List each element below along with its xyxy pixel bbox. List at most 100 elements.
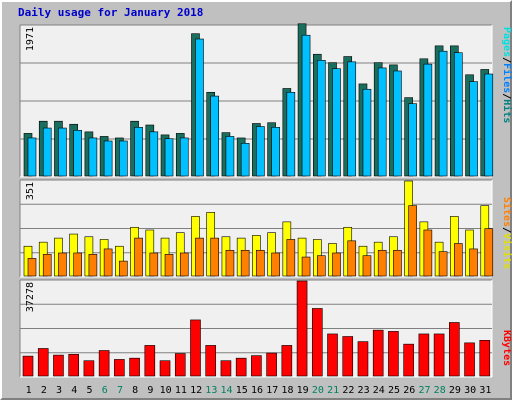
x-label-day-20: 20: [312, 385, 324, 396]
bar-sites-day-15: [240, 249, 250, 277]
x-label-day-5: 5: [87, 385, 93, 396]
x-label-day-27: 27: [418, 385, 430, 396]
x-label-day-30: 30: [464, 385, 476, 396]
legend-slash: /: [501, 57, 512, 63]
x-label-day-25: 25: [388, 385, 400, 396]
bar-kbytes-day-17: [266, 352, 277, 377]
bar-files-day-1: [27, 137, 37, 177]
x-label-day-24: 24: [373, 385, 385, 396]
x-label-day-19: 19: [297, 385, 309, 396]
bar-kbytes-day-4: [68, 354, 79, 377]
bar-kbytes-day-7: [114, 359, 125, 377]
x-label-day-29: 29: [449, 385, 461, 396]
x-label-day-6: 6: [102, 385, 108, 396]
bar-files-day-19: [301, 34, 311, 177]
bar-kbytes-day-24: [372, 329, 384, 377]
bar-files-day-14: [225, 136, 235, 177]
x-label-day-2: 2: [41, 385, 47, 396]
legend-pages-files-hits: Pages/Files/Hits: [501, 27, 512, 123]
x-label-day-10: 10: [160, 385, 172, 396]
x-label-day-18: 18: [281, 385, 293, 396]
legend-files: Files: [501, 63, 512, 93]
bar-files-day-30: [469, 81, 478, 177]
legend-kbytes: KBytes: [501, 330, 512, 366]
x-label-day-22: 22: [342, 385, 354, 396]
bar-kbytes-day-16: [251, 355, 262, 377]
bar-kbytes-day-3: [53, 354, 64, 377]
bar-sites-day-9: [149, 252, 159, 277]
x-label-day-12: 12: [190, 385, 202, 396]
bar-kbytes-day-23: [357, 341, 369, 377]
bar-sites-day-3: [58, 252, 67, 277]
bar-sites-day-5: [88, 254, 98, 277]
legend-pages: Pages: [501, 27, 512, 57]
x-label-day-1: 1: [26, 385, 32, 396]
x-label-day-21: 21: [327, 385, 339, 396]
bar-sites-day-14: [225, 249, 235, 277]
x-label-day-28: 28: [434, 385, 446, 396]
bar-files-day-3: [58, 127, 67, 177]
bar-files-day-17: [271, 126, 280, 177]
x-label-day-15: 15: [236, 385, 248, 396]
bar-sites-day-21: [332, 252, 341, 277]
bar-kbytes-day-22: [342, 336, 354, 377]
bar-kbytes-day-19: [296, 280, 308, 377]
x-label-day-11: 11: [175, 385, 187, 396]
bar-files-day-23: [362, 88, 372, 177]
bar-sites-day-30: [469, 248, 478, 277]
bar-kbytes-day-26: [403, 343, 414, 377]
bar-kbytes-day-21: [327, 333, 338, 377]
bar-kbytes-day-15: [235, 357, 247, 377]
bar-kbytes-day-12: [190, 319, 201, 377]
legend-visits: Visits: [501, 233, 512, 269]
bar-files-day-16: [256, 126, 265, 177]
legend-sites-visits: Sites/Visits: [501, 197, 512, 269]
bar-kbytes-day-29: [449, 322, 460, 377]
bar-files-day-25: [393, 70, 402, 177]
bar-kbytes-day-31: [479, 340, 491, 377]
bar-files-day-10: [164, 138, 174, 177]
bar-sites-day-19: [301, 256, 311, 277]
bar-files-day-29: [454, 52, 463, 177]
bar-sites-day-29: [454, 243, 463, 277]
bar-files-day-11: [179, 137, 189, 177]
panel1-max-label: 1971: [25, 27, 36, 51]
bar-files-day-26: [408, 103, 417, 177]
bar-files-day-21: [332, 68, 341, 177]
bar-files-day-24: [377, 67, 387, 177]
bar-kbytes-day-2: [37, 348, 49, 377]
bar-sites-day-22: [347, 240, 357, 277]
panel2-max-label: 351: [25, 182, 36, 200]
x-label-day-3: 3: [56, 385, 62, 396]
bar-kbytes-day-9: [144, 345, 156, 377]
bar-files-day-13: [210, 95, 220, 177]
bar-kbytes-day-1: [22, 355, 34, 377]
x-axis-labels: 1 2 3 4 5 6 7 8 9 10 11 12 13 14 15 16 17 18 19 20 21 22 23 24 2…: [26, 385, 492, 396]
bar-files-day-9: [149, 131, 159, 177]
bar-sites-day-20: [316, 255, 326, 277]
bar-sites-day-18: [286, 239, 296, 277]
bar-kbytes-day-14: [220, 360, 232, 377]
bar-sites-day-25: [393, 249, 402, 277]
bar-files-day-5: [88, 137, 98, 177]
x-label-day-31: 31: [479, 385, 491, 396]
bar-sites-day-17: [271, 252, 280, 277]
bar-kbytes-day-18: [281, 345, 293, 377]
bar-sites-day-7: [119, 260, 128, 277]
chart-title: Daily usage for January 2018: [18, 6, 204, 19]
x-label-day-4: 4: [71, 385, 77, 396]
bar-files-day-7: [119, 140, 128, 177]
bar-sites-day-12: [195, 237, 204, 277]
x-label-day-9: 9: [147, 385, 153, 396]
bar-sites-day-1: [27, 258, 37, 277]
bar-sites-day-16: [256, 249, 265, 277]
bar-sites-day-23: [362, 255, 372, 277]
bar-sites-day-31: [484, 228, 494, 277]
bar-kbytes-day-27: [418, 333, 430, 377]
bar-kbytes-day-13: [205, 345, 217, 377]
panel-kbytes: [19, 279, 493, 378]
panels: [19, 23, 494, 378]
bar-files-day-2: [42, 127, 52, 177]
x-label-day-16: 16: [251, 385, 263, 396]
